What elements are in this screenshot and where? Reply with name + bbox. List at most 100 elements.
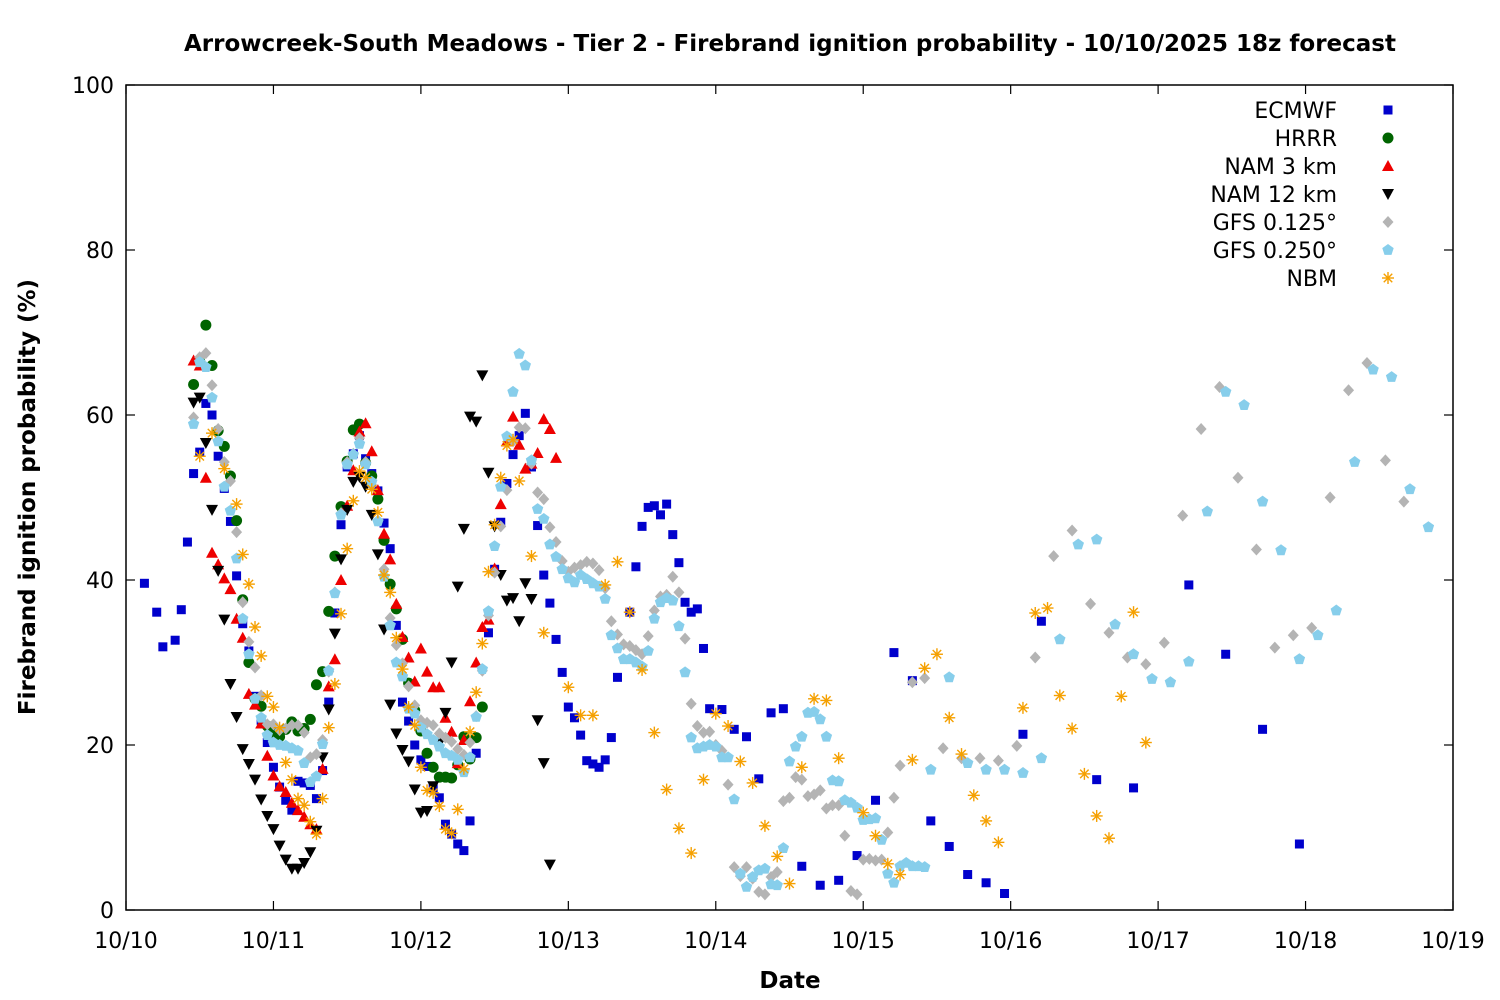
data-point xyxy=(304,713,316,725)
data-point xyxy=(722,778,734,791)
data-point xyxy=(1158,636,1170,649)
data-point xyxy=(298,799,311,812)
data-point xyxy=(1275,544,1287,556)
data-point xyxy=(894,759,906,772)
data-point xyxy=(519,462,532,474)
data-point xyxy=(943,711,956,724)
data-point xyxy=(642,645,654,656)
data-point xyxy=(408,784,421,796)
data-point xyxy=(955,748,968,761)
data-point xyxy=(324,697,334,707)
data-point xyxy=(1115,690,1128,703)
data-point xyxy=(1102,832,1115,845)
data-point xyxy=(594,762,604,772)
data-point xyxy=(384,553,397,565)
chart-title: Arrowcreek-South Meadows - Tier 2 - Fire… xyxy=(184,31,1396,57)
data-point xyxy=(631,562,641,572)
data-point xyxy=(556,563,568,575)
data-point xyxy=(237,612,249,624)
data-point xyxy=(231,526,243,539)
data-point xyxy=(262,738,272,748)
data-point xyxy=(533,521,543,531)
data-point xyxy=(347,448,359,460)
data-point xyxy=(439,707,452,719)
data-point xyxy=(482,605,495,617)
data-point xyxy=(926,816,936,826)
data-point xyxy=(488,540,501,551)
data-point xyxy=(705,704,715,714)
data-point xyxy=(206,427,219,440)
data-point xyxy=(494,498,507,510)
data-point xyxy=(470,416,483,428)
data-point xyxy=(396,630,409,642)
data-point xyxy=(408,719,421,732)
data-point xyxy=(599,578,612,591)
data-point xyxy=(470,686,483,699)
data-point xyxy=(889,648,899,658)
data-point xyxy=(539,570,549,580)
data-point xyxy=(255,711,267,723)
data-point xyxy=(427,781,440,793)
data-point xyxy=(906,753,919,766)
data-point xyxy=(391,620,401,630)
data-point xyxy=(588,759,598,769)
data-point xyxy=(476,637,489,650)
data-point xyxy=(728,861,740,874)
data-point xyxy=(1422,521,1435,533)
data-point xyxy=(243,648,255,660)
y-tick-label: 0 xyxy=(100,899,114,924)
data-point xyxy=(532,486,544,499)
data-point xyxy=(1287,629,1299,642)
data-point xyxy=(404,716,414,726)
data-point xyxy=(224,583,237,595)
data-point xyxy=(1221,649,1231,659)
x-tick-label: 10/12 xyxy=(389,929,452,954)
data-point xyxy=(741,732,751,742)
data-point xyxy=(267,701,280,714)
data-point xyxy=(249,698,262,710)
data-point xyxy=(452,743,464,756)
data-point xyxy=(674,558,684,568)
data-point xyxy=(888,791,900,804)
data-point xyxy=(384,586,397,599)
data-point xyxy=(397,697,407,707)
data-point xyxy=(734,867,747,879)
data-point xyxy=(537,413,550,425)
data-point xyxy=(323,664,335,676)
data-point xyxy=(242,758,255,770)
y-axis-label: Firebrand ignition probability (%) xyxy=(15,279,41,715)
data-point xyxy=(1066,722,1079,735)
data-point xyxy=(820,694,833,707)
data-point xyxy=(1127,606,1140,619)
data-point xyxy=(582,756,592,766)
data-point xyxy=(814,713,826,725)
data-point xyxy=(543,423,556,435)
data-point xyxy=(815,880,825,890)
data-point xyxy=(465,816,475,826)
data-point xyxy=(1109,618,1121,630)
data-point xyxy=(457,762,470,775)
data-point xyxy=(673,586,685,599)
data-point xyxy=(531,446,544,458)
series-6 xyxy=(193,427,1152,890)
data-point xyxy=(224,678,237,690)
data-point xyxy=(396,744,409,756)
data-point xyxy=(992,754,1004,767)
data-point xyxy=(832,775,845,787)
data-point xyxy=(918,662,931,675)
data-point xyxy=(445,657,458,669)
data-point xyxy=(1385,371,1398,382)
data-point xyxy=(316,792,329,805)
data-point xyxy=(268,762,278,772)
data-point xyxy=(371,549,384,561)
data-point xyxy=(193,392,206,404)
data-point xyxy=(525,454,538,466)
data-point xyxy=(476,370,489,382)
legend-label: ECMWF xyxy=(1254,99,1337,124)
data-point xyxy=(335,554,348,566)
data-point xyxy=(538,513,550,524)
data-point xyxy=(967,789,980,802)
legend-marker xyxy=(1382,216,1394,228)
data-point xyxy=(814,784,826,797)
